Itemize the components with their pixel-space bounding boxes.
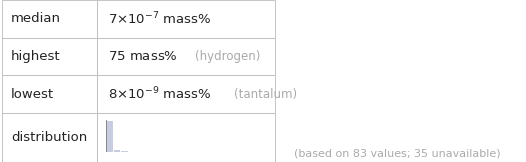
Text: distribution: distribution (11, 131, 87, 144)
Text: highest: highest (11, 50, 60, 63)
Text: (tantalum): (tantalum) (234, 88, 297, 101)
Bar (97, 38, 275, 75)
Text: lowest: lowest (11, 88, 54, 101)
Text: (hydrogen): (hydrogen) (195, 50, 260, 63)
Text: $75$ mass%: $75$ mass% (108, 50, 177, 63)
Bar (97, 0, 275, 38)
Text: $7{\times}10^{-7}$ mass%: $7{\times}10^{-7}$ mass% (108, 11, 211, 27)
Bar (3, 0, 97, 38)
Bar (97, 113, 275, 162)
Text: median: median (11, 12, 61, 25)
Bar (3, 38, 97, 75)
Text: $8{\times}10^{-9}$ mass%: $8{\times}10^{-9}$ mass% (108, 86, 211, 103)
Bar (97, 75, 275, 113)
Bar (3, 75, 97, 113)
Text: (based on 83 values; 35 unavailable): (based on 83 values; 35 unavailable) (294, 149, 501, 159)
Bar (3, 113, 97, 162)
